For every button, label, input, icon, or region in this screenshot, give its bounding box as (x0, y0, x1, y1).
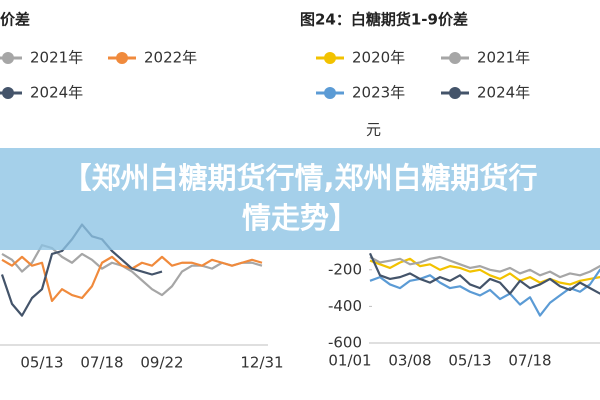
series-line (369, 257, 600, 286)
legend-marker (449, 52, 461, 64)
x-tick-label: 07/18 (508, 352, 551, 370)
legend-label: 2020年 (352, 49, 405, 67)
x-tick-label: 05/13 (448, 352, 491, 370)
y-tick-label: -400 (328, 297, 362, 315)
y-axis-label: 元 (366, 121, 381, 139)
x-tick-label: 09/22 (140, 354, 183, 372)
legend-marker (324, 87, 336, 99)
y-tick-label: -200 (328, 260, 362, 278)
legend-marker (116, 52, 128, 64)
x-tick-label: 05/13 (20, 354, 63, 372)
y-tick-label: -600 (328, 334, 362, 352)
legend-label: 2023年 (352, 84, 405, 102)
x-tick-label: 03/08 (388, 352, 431, 370)
legend-label: 2022年 (144, 49, 197, 67)
series-line (368, 252, 600, 295)
legend-marker (449, 87, 461, 99)
series-line (369, 255, 600, 279)
legend-marker (324, 52, 336, 64)
series-line (1, 244, 263, 297)
legend-label: 2024年 (477, 84, 530, 102)
legend-label: 2021年 (30, 49, 83, 67)
legend-marker (2, 52, 14, 64)
x-tick-label: 12/31 (240, 354, 283, 372)
series-line (369, 268, 600, 317)
banner: 【郑州白糖期货行情,郑州白糖期货行情走势】 (0, 148, 600, 250)
chart-title: 图24：白糖期货1-9价差 (300, 11, 468, 29)
legend-label: 2021年 (477, 49, 530, 67)
series-line (1, 255, 263, 303)
legend-label: 2024年 (30, 84, 83, 102)
banner-text: 【郑州白糖期货行情,郑州白糖期货行情走势】 (62, 161, 538, 235)
x-tick-label: 01/01 (328, 352, 371, 370)
legend-marker (2, 87, 14, 99)
chart-title: 价差 (0, 11, 30, 29)
x-tick-label: 07/18 (80, 354, 123, 372)
